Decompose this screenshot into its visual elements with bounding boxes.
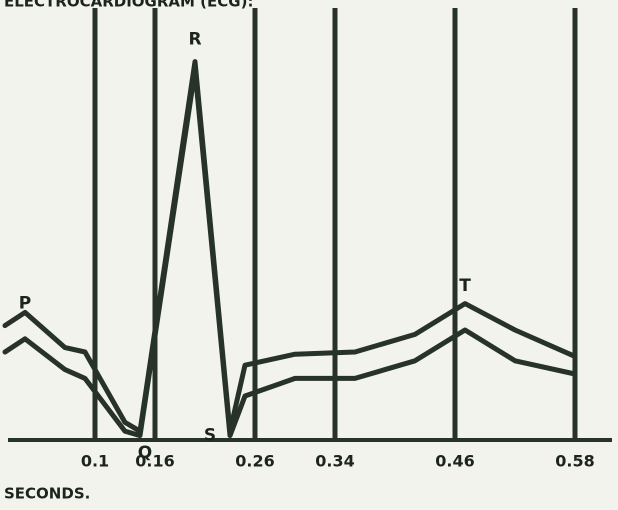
wave-label: T [459, 276, 471, 296]
x-tick-label: 0.1 [81, 452, 109, 471]
wave-label: P [19, 294, 31, 314]
page: {"chart_data": { "type": "line", "title"… [0, 0, 618, 510]
ecg-trace [5, 70, 575, 435]
x-tick-label: 0.26 [235, 452, 274, 471]
x-axis-label: SECONDS. [4, 485, 90, 503]
x-tick-label: 0.58 [555, 452, 594, 471]
wave-label: R [188, 30, 201, 50]
wave-label: Q [138, 443, 152, 463]
x-tick-label: 0.34 [315, 452, 354, 471]
ecg-trace [5, 62, 575, 432]
chart: ELECTROCARDIOGRAM (ECG): SECONDS. 0.10.1… [0, 0, 618, 510]
wave-label: S [204, 426, 216, 446]
x-tick-label: 0.46 [435, 452, 474, 471]
chart-title: ELECTROCARDIOGRAM (ECG): [4, 0, 253, 11]
